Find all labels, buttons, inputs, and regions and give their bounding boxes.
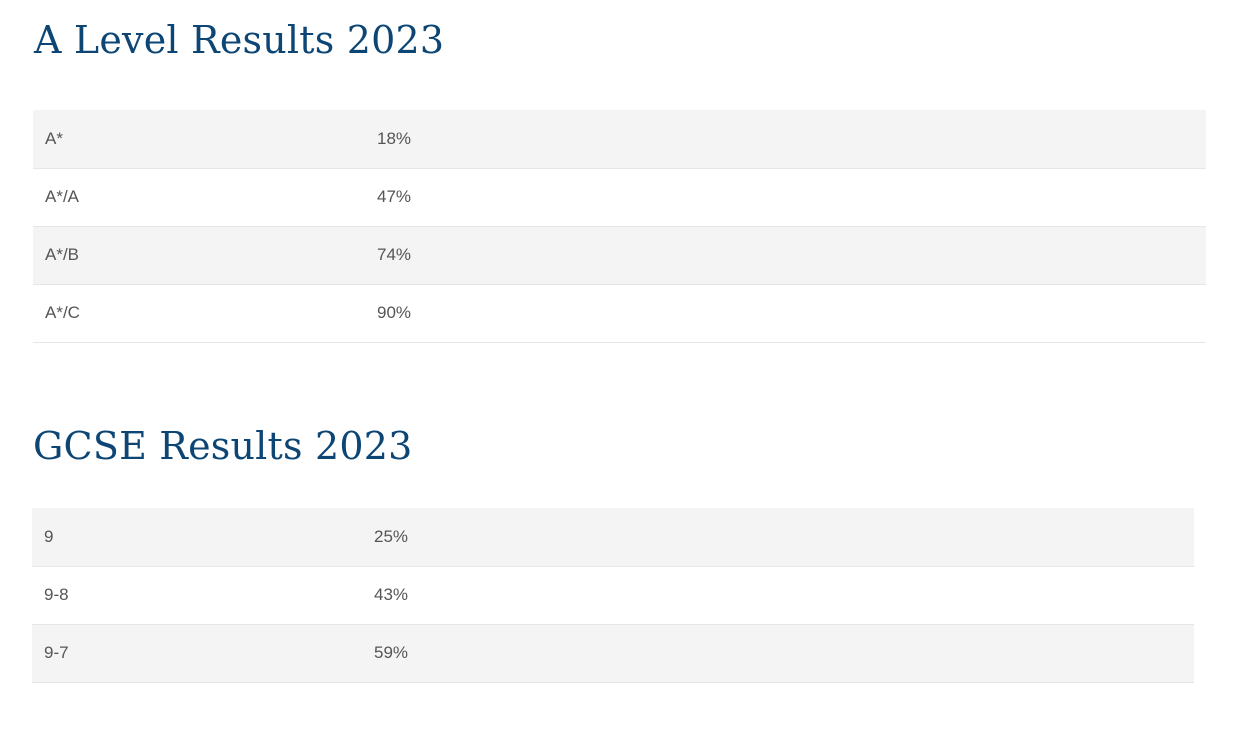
percent-cell: 47% — [377, 187, 412, 206]
grade-cell: A* — [45, 128, 63, 148]
table-row: A*/A 47% — [33, 168, 1206, 226]
a-level-results-table: A* 18% A*/A 47% A*/B 74% A*/C 90% — [33, 110, 1206, 343]
table-row: 9-7 59% — [32, 624, 1194, 682]
gcse-results-table: 9 25% 9-8 43% 9-7 59% — [32, 508, 1194, 683]
percent-cell: 90% — [377, 303, 412, 322]
grade-cell: A*/A — [45, 187, 80, 206]
grade-cell: 9-8 — [44, 585, 69, 604]
table-row: A*/C 90% — [33, 284, 1206, 342]
grade-cell: 9-7 — [44, 643, 69, 662]
table-row: A*/B 74% — [33, 226, 1206, 284]
percent-cell: 43% — [374, 585, 409, 604]
grade-cell: A*/B — [45, 245, 80, 264]
table-row: 9 25% — [32, 508, 1194, 566]
grade-cell: 9 — [44, 526, 54, 546]
percent-cell: 18% — [377, 128, 412, 148]
percent-cell: 25% — [374, 526, 409, 546]
gcse-results-heading: GCSE Results 2023 — [33, 424, 413, 468]
table-row: A* 18% — [33, 110, 1206, 168]
grade-cell: A*/C — [45, 303, 80, 322]
percent-cell: 74% — [377, 245, 412, 264]
a-level-results-heading: A Level Results 2023 — [34, 18, 445, 62]
percent-cell: 59% — [374, 643, 409, 662]
table-row: 9-8 43% — [32, 566, 1194, 624]
